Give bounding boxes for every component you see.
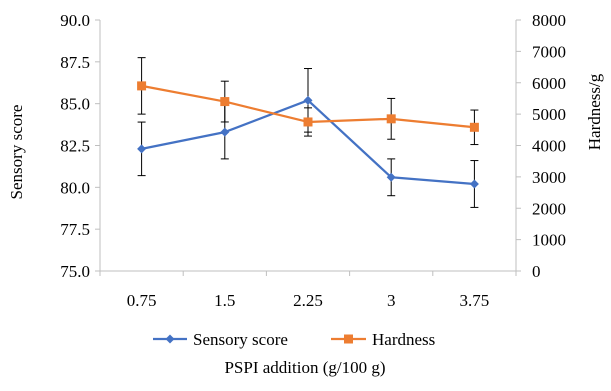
y2-tick-label: 3000 xyxy=(532,168,566,187)
x-tick-label: 3 xyxy=(387,291,396,310)
y2-tick-label: 2000 xyxy=(532,199,566,218)
y-tick-label: 75.0 xyxy=(60,262,90,281)
legend-label: Hardness xyxy=(372,330,435,349)
y2-tick-label: 6000 xyxy=(532,74,566,93)
legend-label: Sensory score xyxy=(193,330,288,349)
x-tick-label: 0.75 xyxy=(127,291,157,310)
data-point xyxy=(386,114,396,124)
data-point xyxy=(137,144,147,154)
data-point xyxy=(469,179,479,189)
y-tick-label: 80.0 xyxy=(60,178,90,197)
data-point xyxy=(137,81,147,91)
x-tick-label: 1.5 xyxy=(214,291,235,310)
y2-tick-label: 8000 xyxy=(532,11,566,30)
y-tick-label: 77.5 xyxy=(60,220,90,239)
y2-tick-label: 0 xyxy=(532,262,541,281)
legend-marker xyxy=(344,334,353,344)
data-point xyxy=(220,127,230,137)
y-tick-label: 85.0 xyxy=(60,95,90,114)
legend-marker xyxy=(165,334,175,344)
axes-layer: 75.0 77.5 80.0 82.5 85.0 87.5 90.0 0 1000 2000 300… xyxy=(60,11,566,310)
y2-tick-label: 1000 xyxy=(532,231,566,250)
x-axis-title: PSPI addition (g/100 g) xyxy=(224,358,385,377)
series-hardness xyxy=(137,57,479,146)
y2-tick-label: 5000 xyxy=(532,105,566,124)
y-tick-label: 90.0 xyxy=(60,11,90,30)
data-point xyxy=(220,97,230,107)
legend-item-sensory-score: Sensory score xyxy=(153,330,288,349)
x-tick-label: 3.75 xyxy=(460,291,490,310)
data-point xyxy=(303,95,313,105)
y-axis-title: Sensory score xyxy=(7,105,26,200)
data-point xyxy=(469,122,479,132)
legend: Sensory score Hardness xyxy=(153,330,435,349)
series-layer xyxy=(137,57,479,208)
y-tick-label: 87.5 xyxy=(60,53,90,72)
y-tick-label: 82.5 xyxy=(60,137,90,156)
data-point xyxy=(303,117,313,127)
legend-item-hardness: Hardness xyxy=(331,330,435,349)
y2-axis-title: Hardness/g xyxy=(585,73,604,150)
y2-tick-label: 7000 xyxy=(532,42,566,61)
data-point xyxy=(386,172,396,182)
series-sensory-score xyxy=(137,68,479,208)
x-tick-label: 2.25 xyxy=(293,291,323,310)
y2-tick-label: 4000 xyxy=(532,137,566,156)
